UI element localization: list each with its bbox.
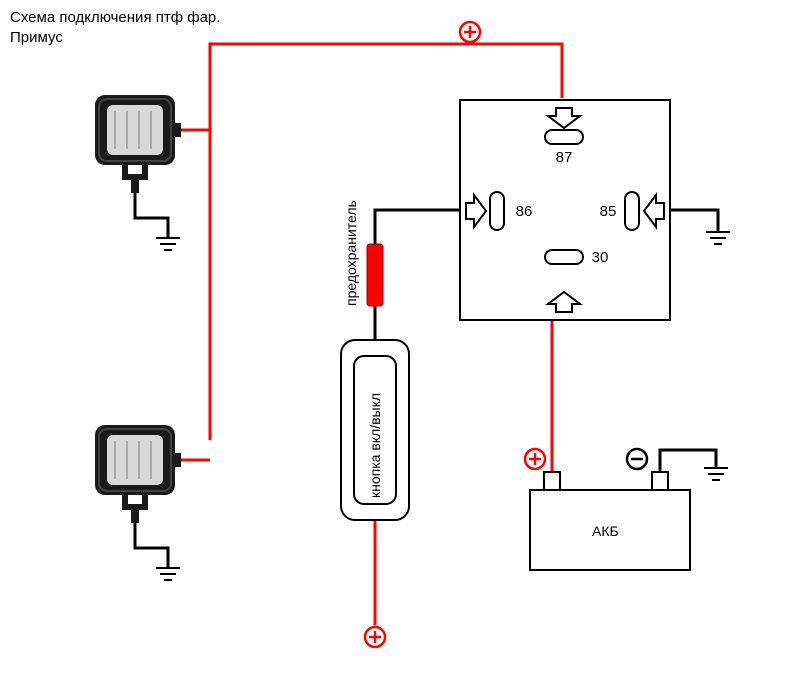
relay-pin-85-label: 85 xyxy=(600,203,617,220)
plus-symbol-battery xyxy=(525,449,545,469)
wire-red-main xyxy=(210,44,470,110)
wire-red-to-relay xyxy=(470,44,562,98)
wire-lamp1-ground xyxy=(135,193,168,238)
ground-lamp2 xyxy=(156,568,180,580)
ground-lamp1 xyxy=(156,238,180,250)
switch-label: кнопка вкл/выкл xyxy=(367,393,383,498)
battery-label: АКБ xyxy=(592,523,619,539)
relay: 87 86 85 30 xyxy=(460,100,670,320)
plus-symbol-top xyxy=(460,22,480,42)
battery: АКБ xyxy=(530,472,690,570)
fog-lamp-2 xyxy=(95,425,181,523)
ground-relay85 xyxy=(706,232,730,244)
fuse-label: предохранитель xyxy=(343,200,359,306)
minus-symbol-battery xyxy=(627,449,647,469)
power-switch: кнопка вкл/выкл xyxy=(341,340,409,520)
relay-pin-86-label: 86 xyxy=(516,203,533,220)
wire-lamp2-ground xyxy=(135,523,168,568)
fuse: предохранитель xyxy=(343,200,383,306)
fog-lamp-1 xyxy=(95,95,181,193)
ground-battery xyxy=(704,468,728,480)
relay-pin-30-label: 30 xyxy=(592,249,609,266)
relay-pin-87-label: 87 xyxy=(556,149,573,166)
plus-symbol-bottom xyxy=(365,627,385,647)
wiring-diagram: 87 86 85 30 предохранитель кнопка вкл/вы… xyxy=(0,0,800,690)
